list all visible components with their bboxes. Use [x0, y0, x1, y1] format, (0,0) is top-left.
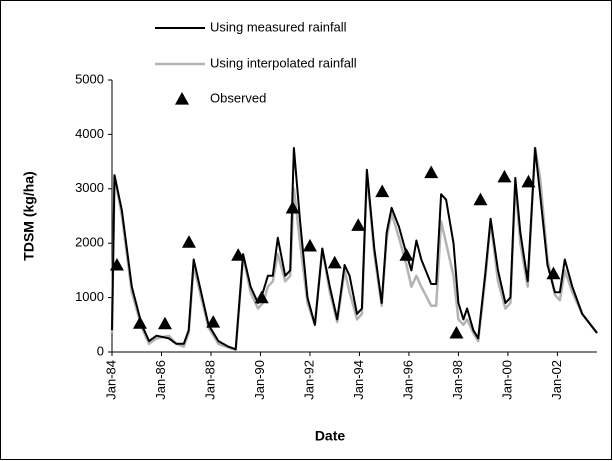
x-tick-label: Jan-96: [400, 360, 415, 400]
observed-point: [302, 238, 317, 252]
observed-point: [254, 290, 269, 304]
observed-point: [521, 174, 536, 188]
observed-point: [109, 257, 124, 271]
observed-point: [231, 248, 246, 261]
observed-point: [424, 165, 439, 179]
x-tick-label: Jan-88: [202, 360, 217, 400]
legend-marker: [175, 92, 189, 105]
x-tick-label: Jan-00: [499, 360, 514, 400]
observed-point: [449, 325, 464, 339]
observed-point: [181, 235, 196, 248]
x-tick-label: Jan-86: [153, 360, 168, 400]
series-line: [111, 147, 598, 351]
y-tick-label: 3000: [75, 180, 104, 195]
observed-point: [206, 315, 221, 328]
legend-label: Using interpolated rainfall: [210, 55, 357, 70]
observed-point: [497, 169, 512, 183]
observed-point: [375, 184, 390, 198]
observed-point: [285, 200, 300, 214]
legend-label: Using measured rainfall: [210, 19, 347, 34]
observed-point: [399, 248, 414, 261]
observed-point: [351, 218, 366, 231]
observed-point: [546, 266, 561, 280]
y-tick-label: 1000: [75, 289, 104, 304]
x-tick-label: Jan-90: [252, 360, 267, 400]
y-tick-label: 4000: [75, 126, 104, 141]
x-tick-label: Jan-84: [103, 360, 118, 400]
y-tick-label: 5000: [75, 71, 104, 86]
y-tick-label: 2000: [75, 235, 104, 250]
legend-label: Observed: [210, 90, 266, 105]
x-tick-label: Jan-94: [351, 360, 366, 400]
x-tick-label: Jan-98: [450, 360, 465, 400]
observed-point: [132, 316, 147, 329]
observed-point: [473, 192, 488, 206]
x-tick-label: Jan-02: [549, 360, 564, 400]
observed-point: [327, 255, 342, 269]
y-axis-title: TDSM (kg/ha): [21, 171, 37, 260]
x-axis-title: Date: [315, 428, 346, 444]
y-tick-label: 0: [97, 343, 104, 358]
observed-point: [157, 316, 172, 330]
x-tick-label: Jan-92: [301, 360, 316, 400]
